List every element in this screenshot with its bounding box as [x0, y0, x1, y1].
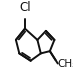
Text: Cl: Cl	[19, 1, 31, 14]
Text: CH₃: CH₃	[58, 59, 73, 69]
